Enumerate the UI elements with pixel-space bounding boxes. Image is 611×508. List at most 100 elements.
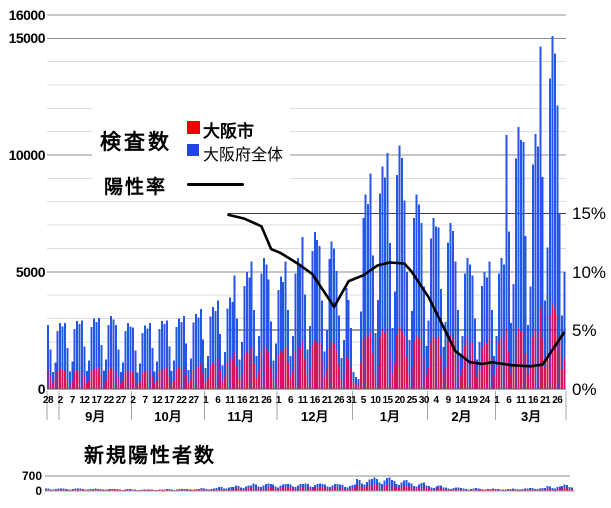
tests-bar-pref bbox=[245, 271, 248, 389]
positives-bar-city bbox=[400, 486, 403, 491]
positives-bar-city bbox=[262, 488, 265, 491]
positives-bar-pref bbox=[338, 484, 341, 491]
positives-bar-pref bbox=[368, 479, 371, 491]
positives-bar-city bbox=[242, 489, 245, 491]
positives-bar-city bbox=[413, 488, 415, 491]
positives-bar-pref bbox=[417, 484, 420, 491]
tests-bar-city bbox=[61, 369, 64, 389]
positives-bar-pref bbox=[336, 483, 339, 491]
positives-bar-pref bbox=[269, 484, 272, 491]
tests-bar-city bbox=[231, 359, 233, 389]
tests-bar-city bbox=[435, 339, 437, 389]
tests-bar-pref bbox=[493, 355, 496, 389]
positives-bar-city bbox=[425, 488, 428, 491]
tests-bar-city bbox=[515, 335, 517, 389]
positives-bar-city bbox=[341, 488, 344, 491]
positives-bar-city bbox=[166, 489, 168, 491]
positives-bar-city bbox=[442, 489, 445, 491]
positives-bar-pref bbox=[314, 485, 317, 491]
positives-bar-city bbox=[319, 487, 321, 491]
tests-bar-city bbox=[180, 368, 183, 389]
positives-bar-city bbox=[185, 489, 188, 491]
positives-bar-pref bbox=[156, 489, 159, 491]
positives-bar-pref bbox=[109, 488, 112, 491]
positives-bar-city bbox=[59, 489, 62, 491]
tests-bar-city bbox=[352, 382, 355, 389]
positivity-rate-line bbox=[227, 213, 566, 368]
tests-bar-city bbox=[381, 330, 384, 389]
positives-bar-pref bbox=[378, 482, 381, 491]
tests-bar-pref bbox=[219, 333, 222, 389]
tests-bar-city bbox=[398, 327, 401, 389]
positives-bar-city bbox=[311, 488, 314, 491]
positives-bar-pref bbox=[452, 488, 455, 491]
positives-bar-city bbox=[220, 488, 223, 491]
positives-bar-city bbox=[217, 488, 220, 491]
tests-bar-pref bbox=[408, 339, 411, 389]
tests-bar-pref bbox=[316, 239, 319, 389]
positives-bar-pref bbox=[343, 486, 346, 491]
positives-bar-pref bbox=[385, 478, 388, 491]
x-axis-tick-label: 26 bbox=[552, 395, 563, 406]
positives-bar-pref bbox=[148, 489, 151, 491]
tests-bar-city bbox=[369, 331, 372, 389]
positives-bar-pref bbox=[294, 487, 297, 491]
tests-bar-city bbox=[107, 370, 110, 389]
positives-bar-city bbox=[546, 488, 549, 491]
positives-bar-pref bbox=[326, 486, 329, 491]
tests-bar-city bbox=[527, 373, 529, 389]
tests-bar-city bbox=[282, 353, 284, 389]
positives-bar-city bbox=[551, 489, 554, 491]
tests-bar-pref bbox=[437, 227, 440, 389]
legend-pref-label: 大阪府全体 bbox=[203, 147, 284, 164]
tests-bar-pref bbox=[165, 320, 168, 389]
x-axis-tick-label: 6 bbox=[506, 395, 512, 406]
positives-bar-pref bbox=[361, 483, 364, 491]
positives-bar-pref bbox=[529, 487, 532, 491]
tests-bar-city bbox=[153, 383, 156, 389]
x-axis-tick-label: 19 bbox=[467, 395, 478, 406]
tests-bar-pref bbox=[83, 346, 86, 389]
positives-bar-city bbox=[375, 485, 378, 491]
tests-bar-city bbox=[289, 377, 292, 389]
tests-bar-city bbox=[114, 370, 117, 389]
tests-bar-city bbox=[173, 380, 175, 389]
positives-bar-pref bbox=[272, 484, 275, 491]
positives-bar-pref bbox=[99, 489, 102, 491]
positives-bar-city bbox=[531, 489, 534, 491]
tests-bar-city bbox=[255, 377, 258, 389]
positives-bar-city bbox=[455, 489, 457, 491]
tests-bar-city bbox=[151, 376, 153, 389]
bottom-y-tick-label: 0 bbox=[35, 483, 42, 498]
positives-bar-city bbox=[287, 487, 289, 491]
x-axis-tick-label: 16 bbox=[527, 395, 539, 406]
tests-bar-city bbox=[410, 367, 413, 389]
positives-bar-pref bbox=[484, 489, 487, 491]
tests-bar-pref bbox=[500, 257, 503, 389]
tests-bar-city bbox=[473, 360, 476, 389]
tests-bar-city bbox=[253, 363, 255, 389]
tests-bar-city bbox=[481, 347, 483, 389]
tests-bar-pref bbox=[279, 276, 282, 389]
tests-bar-city bbox=[221, 380, 224, 389]
tests-bar-pref bbox=[224, 352, 227, 389]
positives-bar-city bbox=[536, 489, 539, 491]
tests-bar-pref bbox=[102, 370, 105, 389]
positives-bar-pref bbox=[450, 488, 453, 491]
tests-bar-city bbox=[299, 348, 301, 389]
tests-bar-pref bbox=[139, 363, 142, 389]
tests-bar-pref bbox=[100, 345, 103, 389]
positives-bar-pref bbox=[442, 487, 445, 491]
legend-city-label: 大阪市 bbox=[203, 122, 254, 141]
positives-bar-pref bbox=[309, 486, 312, 491]
positives-bar-city bbox=[351, 487, 353, 491]
tests-bar-city bbox=[131, 371, 134, 389]
tests-bar-city bbox=[158, 370, 161, 389]
tests-bar-city bbox=[439, 356, 442, 389]
tests-bar-city bbox=[66, 377, 69, 389]
positives-bar-pref bbox=[89, 489, 92, 491]
tests-bar-pref bbox=[119, 372, 122, 389]
positives-bar-pref bbox=[524, 488, 527, 491]
tests-bar-city bbox=[76, 369, 78, 389]
positives-bar-city bbox=[541, 489, 544, 491]
